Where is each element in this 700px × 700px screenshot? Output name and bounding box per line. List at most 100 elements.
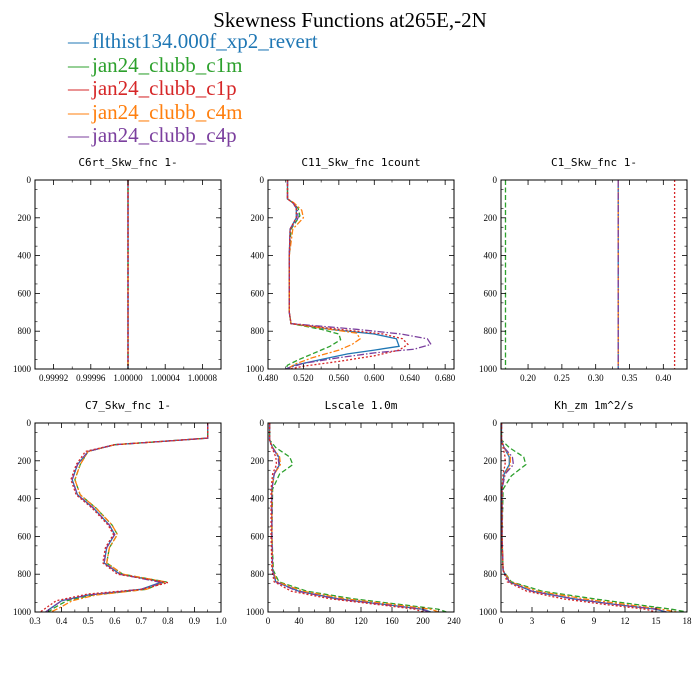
subplot-1: C6rt_Skw_fnc 1- 0 200 400 600 800 1000 0.99992 0… — [13, 156, 222, 383]
subplot-title: C6rt_Skw_fnc 1- — [78, 156, 177, 169]
y-tick-label: 200 — [484, 456, 498, 466]
legend-item-c4p: — jan24_clubb_c4p — [68, 123, 318, 148]
x-tick-label: 0 — [499, 616, 504, 626]
series-line-c4p — [285, 180, 433, 370]
y-tick-label: 600 — [484, 531, 498, 541]
y-tick-label: 200 — [18, 456, 32, 466]
x-tick-label: 1.0 — [215, 616, 227, 626]
legend-dash-icon: — — [68, 29, 89, 53]
y-tick-label: 800 — [484, 569, 498, 579]
subplot-title: C1_Skw_fnc 1- — [551, 156, 637, 169]
x-tick-label: 0.7 — [136, 616, 148, 626]
series-line-flthist — [268, 423, 432, 613]
subplot-2: C11_Skw_fnc 1count 0 200 400 600 800 10000.480… — [246, 156, 456, 383]
x-tick-label: 0.600 — [364, 373, 385, 383]
series-line-c1p — [268, 423, 424, 613]
y-tick-label: 800 — [18, 326, 32, 336]
series-line-flthist — [285, 180, 400, 370]
legend-label: flthist134.000f_xp2_revert — [92, 29, 318, 53]
y-tick-label: 1000 — [246, 364, 265, 374]
x-tick-label: 0.8 — [162, 616, 174, 626]
legend-label: jan24_clubb_c4p — [92, 123, 237, 147]
series-line-c4p — [268, 423, 430, 613]
y-tick-label: 600 — [18, 531, 32, 541]
x-tick-label: 0.680 — [435, 373, 456, 383]
series-line-c1p — [39, 423, 209, 613]
legend-item-c4m: — jan24_clubb_c4m — [68, 99, 318, 125]
legend-label: jan24_clubb_c4m — [92, 99, 243, 124]
x-tick-label: 1.00004 — [151, 373, 181, 383]
series-line-c4m — [286, 180, 361, 370]
x-tick-label: 0 — [266, 616, 271, 626]
x-tick-label: 18 — [683, 616, 693, 626]
plot-frame — [34, 422, 222, 613]
series-line-c1p — [286, 180, 409, 370]
series-line-c4m — [50, 423, 209, 613]
y-tick-label: 0 — [260, 418, 265, 428]
subplot-title: Kh_zm 1m^2/s — [554, 399, 633, 412]
x-tick-label: 0.4 — [56, 616, 68, 626]
x-tick-label: 0.99996 — [76, 373, 106, 383]
y-tick-label: 0 — [493, 418, 498, 428]
legend-dash-icon: — — [68, 123, 89, 147]
x-tick-label: 3 — [530, 616, 535, 626]
y-tick-label: 1000 — [479, 364, 498, 374]
legend-dash-icon: — — [68, 99, 89, 124]
series-line-c4p — [500, 423, 667, 613]
x-tick-label: 1.00000 — [113, 373, 143, 383]
figure-title: Skewness Functions at265E,-2N — [213, 8, 487, 32]
x-tick-label: 0.640 — [400, 373, 421, 383]
series-line-c4p — [45, 423, 209, 613]
x-tick-label: 200 — [416, 616, 430, 626]
y-tick-label: 400 — [484, 251, 498, 261]
x-tick-label: 0.99992 — [39, 373, 68, 383]
y-tick-label: 200 — [484, 213, 498, 223]
legend-dash-icon: — — [68, 52, 89, 77]
x-tick-label: 1.00008 — [188, 373, 218, 383]
legend-item-c1p: — jan24_clubb_c1p — [68, 76, 318, 101]
plot-frame — [500, 422, 688, 613]
x-tick-label: 12 — [621, 616, 630, 626]
y-tick-label: 0 — [493, 175, 498, 185]
y-tick-label: 200 — [251, 213, 265, 223]
x-tick-label: 0.25 — [554, 373, 570, 383]
x-tick-label: 80 — [326, 616, 336, 626]
subplot-title: Lscale 1.0m — [325, 399, 398, 412]
series-line-c1m — [285, 180, 342, 370]
x-tick-label: 0.520 — [293, 373, 314, 383]
plot-frame — [267, 422, 455, 613]
y-tick-label: 400 — [251, 251, 265, 261]
x-tick-label: 0.35 — [622, 373, 638, 383]
series-line-c1m — [500, 423, 688, 613]
subplot-title: C7_Skw_fnc 1- — [85, 399, 171, 412]
x-tick-label: 6 — [561, 616, 566, 626]
y-tick-label: 600 — [484, 288, 498, 298]
x-tick-label: 0.20 — [520, 373, 536, 383]
series-line-c1p — [500, 423, 657, 613]
series-line-c1m — [268, 423, 447, 613]
y-tick-label: 400 — [251, 494, 265, 504]
subplot-3: C1_Skw_fnc 1- 0 200 400 600 800 1000 0.20 0.25 0.… — [479, 156, 688, 383]
series-line-flthist — [500, 423, 667, 613]
x-tick-label: 0.560 — [329, 373, 350, 383]
y-tick-label: 1000 — [246, 607, 265, 617]
y-tick-label: 0 — [27, 418, 32, 428]
y-tick-label: 400 — [18, 494, 32, 504]
y-tick-label: 600 — [251, 531, 265, 541]
y-tick-label: 200 — [18, 213, 32, 223]
x-tick-label: 0.480 — [258, 373, 279, 383]
x-tick-label: 15 — [652, 616, 662, 626]
x-tick-label: 0.5 — [83, 616, 95, 626]
y-tick-label: 1000 — [479, 607, 498, 617]
series-line-flthist — [45, 423, 209, 613]
x-tick-label: 0.3 — [29, 616, 41, 626]
y-tick-label: 600 — [251, 288, 265, 298]
y-tick-label: 0 — [260, 175, 265, 185]
legend-dash-icon: — — [68, 76, 89, 100]
y-tick-label: 0 — [27, 175, 32, 185]
x-tick-label: 0.30 — [588, 373, 604, 383]
y-tick-label: 800 — [251, 569, 265, 579]
